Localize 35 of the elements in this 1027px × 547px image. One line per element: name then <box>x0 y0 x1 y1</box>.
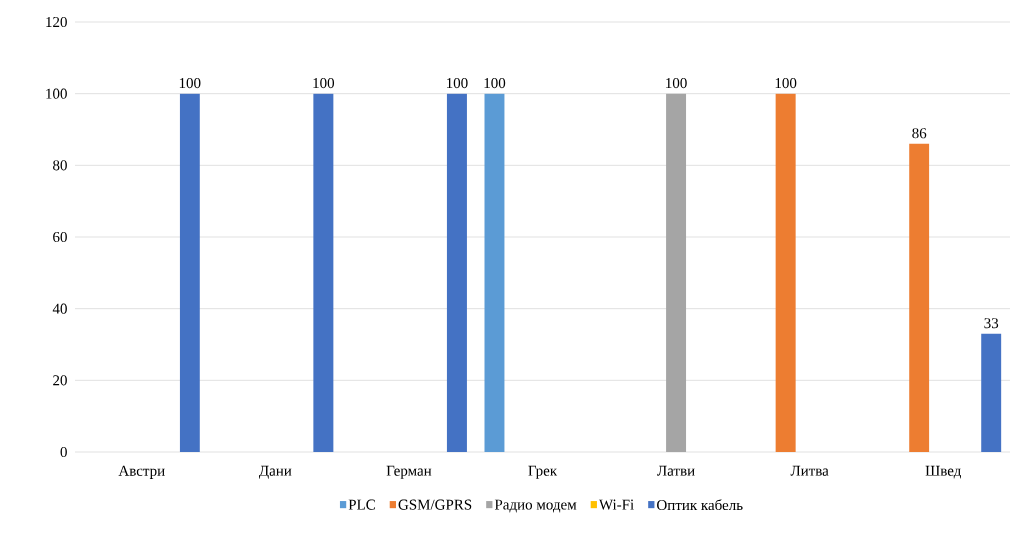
data-label: 100 <box>447 78 468 89</box>
bar <box>446 93 467 452</box>
x-tick-label: Грек <box>528 465 558 479</box>
bar <box>909 143 930 452</box>
data-label: 100 <box>666 78 687 89</box>
y-tick-label: 0 <box>60 446 67 458</box>
y-tick-label: 60 <box>53 231 67 243</box>
bar <box>313 93 334 452</box>
legend-label: Wi-Fi <box>598 499 634 510</box>
data-label: 100 <box>775 78 797 89</box>
legend-label: PLC <box>348 499 375 510</box>
x-tick-label: Герман <box>386 465 432 479</box>
legend-label: Оптик кабель <box>657 499 743 511</box>
bar <box>666 93 687 452</box>
y-tick-label: 100 <box>46 88 67 99</box>
data-label: 86 <box>912 128 927 139</box>
data-label: 100 <box>484 78 506 89</box>
bar <box>981 333 1002 452</box>
data-label: 100 <box>179 78 201 89</box>
y-tick-label: 80 <box>53 160 67 171</box>
legend-label: GSM/GPRS <box>398 499 472 510</box>
bar <box>775 93 796 452</box>
y-tick-label: 40 <box>52 303 67 314</box>
x-tick-label: Литва <box>790 465 829 476</box>
bar <box>179 93 200 452</box>
legend-label: Радио модем <box>494 499 577 513</box>
y-tick-label: 120 <box>46 16 67 28</box>
data-label: 33 <box>984 318 999 329</box>
x-tick-label: Дани <box>259 465 292 479</box>
y-tick-label: 20 <box>53 375 67 386</box>
x-tick-label: Швед <box>925 465 961 479</box>
bar <box>484 93 505 452</box>
data-label: 100 <box>313 78 335 89</box>
x-tick-label: Австри <box>118 465 165 479</box>
x-tick-label: Латви <box>657 465 695 476</box>
